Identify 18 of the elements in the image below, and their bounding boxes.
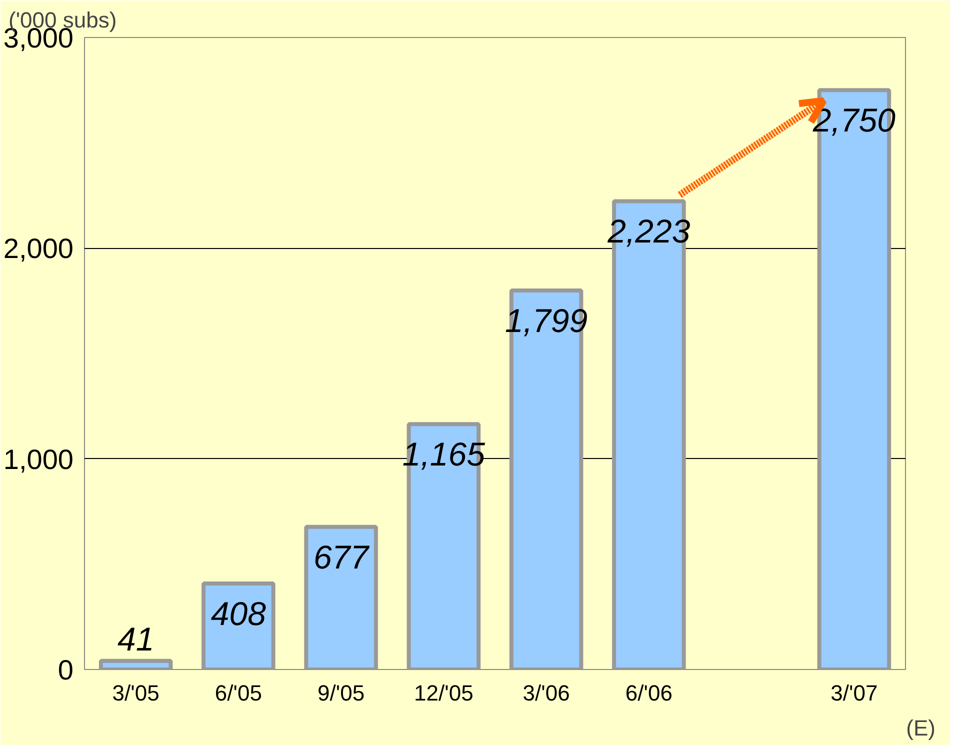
x-tick-label: 3/'05	[112, 680, 160, 706]
y-tick-label: 1,000	[3, 444, 74, 475]
x-tick-label: 9/'05	[318, 680, 365, 706]
data-label: 2,750	[812, 102, 896, 139]
data-label: 41	[117, 620, 154, 658]
y-tick-label: 2,000	[3, 233, 74, 264]
x-tick-label: 3/'06	[522, 680, 570, 706]
data-label: 408	[210, 595, 267, 632]
y-tick-label: 0	[58, 654, 74, 686]
x-tick-label: 6/'05	[214, 680, 262, 706]
x-tick-label: 6/'06	[625, 680, 672, 706]
data-label: 2,223	[606, 212, 691, 250]
x-tick-label: 12/'05	[414, 680, 474, 706]
x-tick-label: 3/'07	[830, 680, 878, 706]
text: (E)	[906, 716, 936, 740]
data-label: 677	[314, 538, 370, 576]
data-label: 1,799	[505, 302, 588, 340]
data-label: 1,165	[402, 436, 486, 473]
